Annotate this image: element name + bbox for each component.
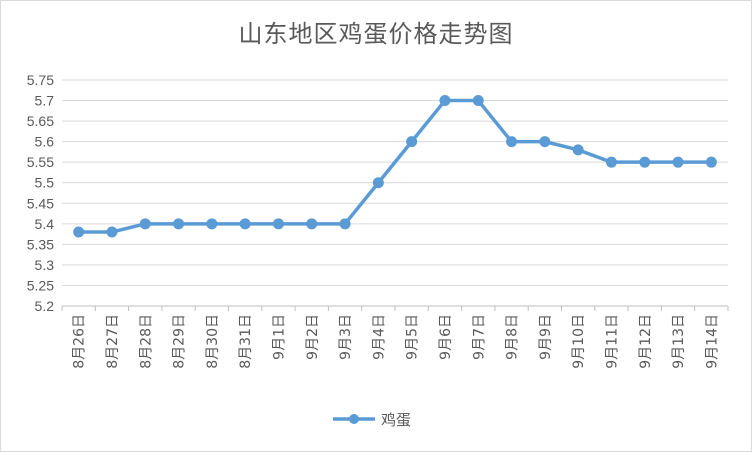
x-tick-label: 9月1日 [271,314,287,360]
x-tick-label: 9月5日 [405,314,421,360]
data-point [639,156,651,168]
x-tick-label: 9月6日 [438,314,454,360]
legend-label: 鸡蛋 [381,411,411,429]
data-point [406,136,418,148]
x-tick-label: 8月31日 [238,314,254,369]
x-tick-label: 9月14日 [704,314,720,369]
data-point [272,218,284,230]
data-point [106,226,118,238]
data-point [472,95,484,107]
x-tick-label: 9月7日 [471,314,487,360]
y-tick-label: 5.7 [35,93,55,109]
y-tick-label: 5.4 [35,216,55,232]
data-point [605,156,617,168]
x-tick-label: 9月9日 [538,314,554,360]
data-point [339,218,351,230]
data-point [439,95,451,107]
x-tick-label: 9月3日 [338,314,354,360]
data-point [705,156,717,168]
x-tick-label: 8月29日 [172,314,188,369]
x-tick-label: 8月30日 [205,314,221,369]
data-point [506,136,518,148]
legend-marker [349,414,359,424]
x-tick-label: 9月4日 [371,314,387,360]
data-point [239,218,251,230]
x-tick-label: 9月11日 [604,314,620,369]
x-tick-label: 9月8日 [505,314,521,360]
y-tick-label: 5.55 [27,154,54,170]
data-point [139,218,151,230]
y-tick-label: 5.35 [27,236,54,252]
data-point [572,144,584,156]
series-line [76,98,714,234]
y-tick-label: 5.2 [35,298,55,314]
y-tick-label: 5.75 [27,72,54,88]
data-point [672,156,684,168]
x-tick-label: 9月2日 [305,314,321,360]
chart-title: 山东地区鸡蛋价格走势图 [238,20,514,48]
x-tick-label: 8月26日 [72,314,88,369]
x-tick-label: 8月27日 [105,314,121,369]
data-point [306,218,318,230]
y-tick-label: 5.6 [35,134,55,150]
data-point [372,177,384,189]
y-tick-label: 5.3 [35,257,55,273]
y-tick-label: 5.45 [27,195,54,211]
data-point [73,226,85,238]
x-tick-label: 8月28日 [138,314,154,369]
data-point [173,218,185,230]
y-tick-label: 5.65 [27,113,54,129]
y-tick-label: 5.5 [35,175,55,191]
x-tick-label: 9月13日 [671,314,687,369]
data-point [539,136,551,148]
data-point [206,218,218,230]
x-tick-label: 9月10日 [571,314,587,369]
x-tick-label: 9月12日 [638,314,654,369]
y-tick-label: 5.25 [27,277,54,293]
